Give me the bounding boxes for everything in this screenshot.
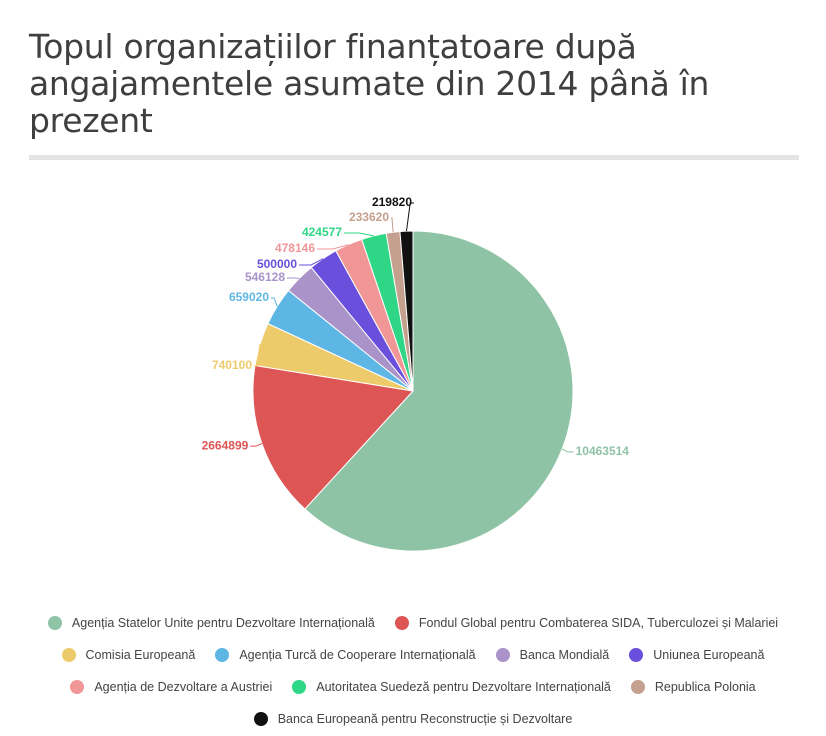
legend-item[interactable]: Uniunea Europeană — [629, 648, 764, 662]
legend-swatch — [47, 616, 62, 630]
legend-label: Agenția Statelor Unite pentru Dezvoltare… — [71, 616, 375, 630]
pie-slice — [304, 230, 574, 552]
slice-leader-line — [254, 344, 261, 367]
legend-item[interactable]: Republica Polonia — [630, 680, 756, 694]
slice-leader-line — [317, 244, 349, 250]
legend-item[interactable]: Banca Mondială — [495, 648, 610, 662]
legend-item[interactable]: Agenția Turcă de Cooperare Internațional… — [215, 648, 476, 662]
slice-value-label: 500000 — [257, 257, 297, 271]
legend-label: Republica Polonia — [654, 680, 756, 694]
slice-value-label: 478146 — [275, 241, 315, 255]
slice-leader-line — [561, 448, 574, 453]
legend-item[interactable]: Banca Europeană pentru Reconstrucție și … — [253, 712, 573, 726]
slice-leader-line — [391, 217, 394, 233]
legend-label: Autoritatea Suedeză pentru Dezvoltare In… — [316, 680, 611, 694]
slice-value-label: 740100 — [212, 358, 252, 372]
legend-swatch — [495, 648, 510, 662]
legend-label: Comisia Europeană — [85, 648, 196, 662]
slice-leader-line — [250, 443, 263, 447]
legend-label: Fondul Global pentru Combaterea SIDA, Tu… — [418, 616, 779, 630]
slice-value-label: 659020 — [229, 290, 269, 304]
legend-label: Banca Mondială — [519, 648, 610, 662]
legend-row: Banca Europeană pentru Reconstrucție și … — [0, 703, 826, 735]
legend-swatch — [61, 648, 76, 662]
legend-label: Agenția de Dezvoltare a Austriei — [94, 680, 273, 694]
legend-item[interactable]: Agenția de Dezvoltare a Austriei — [70, 680, 272, 694]
pie-slice — [399, 230, 414, 392]
title-divider — [29, 155, 799, 160]
legend-label: Banca Europeană pentru Reconstrucție și … — [277, 712, 573, 726]
slice-leader-line — [299, 258, 324, 266]
slice-leader-line — [406, 202, 414, 232]
page-title: Topul organizațiilor finanțatoare după a… — [29, 27, 710, 140]
legend-label: Uniunea Europeană — [653, 648, 765, 662]
slice-value-label: 424577 — [302, 225, 342, 239]
slice-value-label: 10463514 — [576, 444, 630, 458]
legend-item[interactable]: Comisia Europeană — [61, 648, 196, 662]
legend-swatch — [70, 680, 85, 694]
legend-row: Agenția Statelor Unite pentru Dezvoltare… — [0, 607, 826, 639]
legend-swatch — [292, 680, 307, 694]
legend-row: Agenția de Dezvoltare a Austriei Autorita… — [0, 671, 826, 703]
legend-swatch — [394, 616, 409, 630]
slice-value-label: 546128 — [245, 270, 285, 284]
legend-label: Agenția Turcă de Cooperare Internațional… — [239, 648, 476, 662]
legend-swatch — [215, 648, 230, 662]
slice-leader-line — [344, 232, 374, 237]
legend-item[interactable]: Agenția Statelor Unite pentru Dezvoltare… — [47, 616, 375, 630]
slice-value-label: 2664899 — [202, 438, 249, 452]
legend-row: Comisia Europeană Agenția Turcă de Cooper… — [0, 639, 826, 671]
chart-legend: Agenția Statelor Unite pentru Dezvoltare… — [0, 607, 826, 735]
legend-swatch — [630, 680, 645, 694]
slice-value-label: 219820 — [372, 195, 412, 209]
legend-swatch — [629, 648, 644, 662]
legend-item[interactable]: Fondul Global pentru Combaterea SIDA, Tu… — [394, 616, 779, 630]
legend-swatch — [253, 712, 268, 726]
slice-value-label: 233620 — [349, 210, 389, 224]
legend-item[interactable]: Autoritatea Suedeză pentru Dezvoltare In… — [292, 680, 611, 694]
slice-leader-line — [271, 297, 278, 307]
